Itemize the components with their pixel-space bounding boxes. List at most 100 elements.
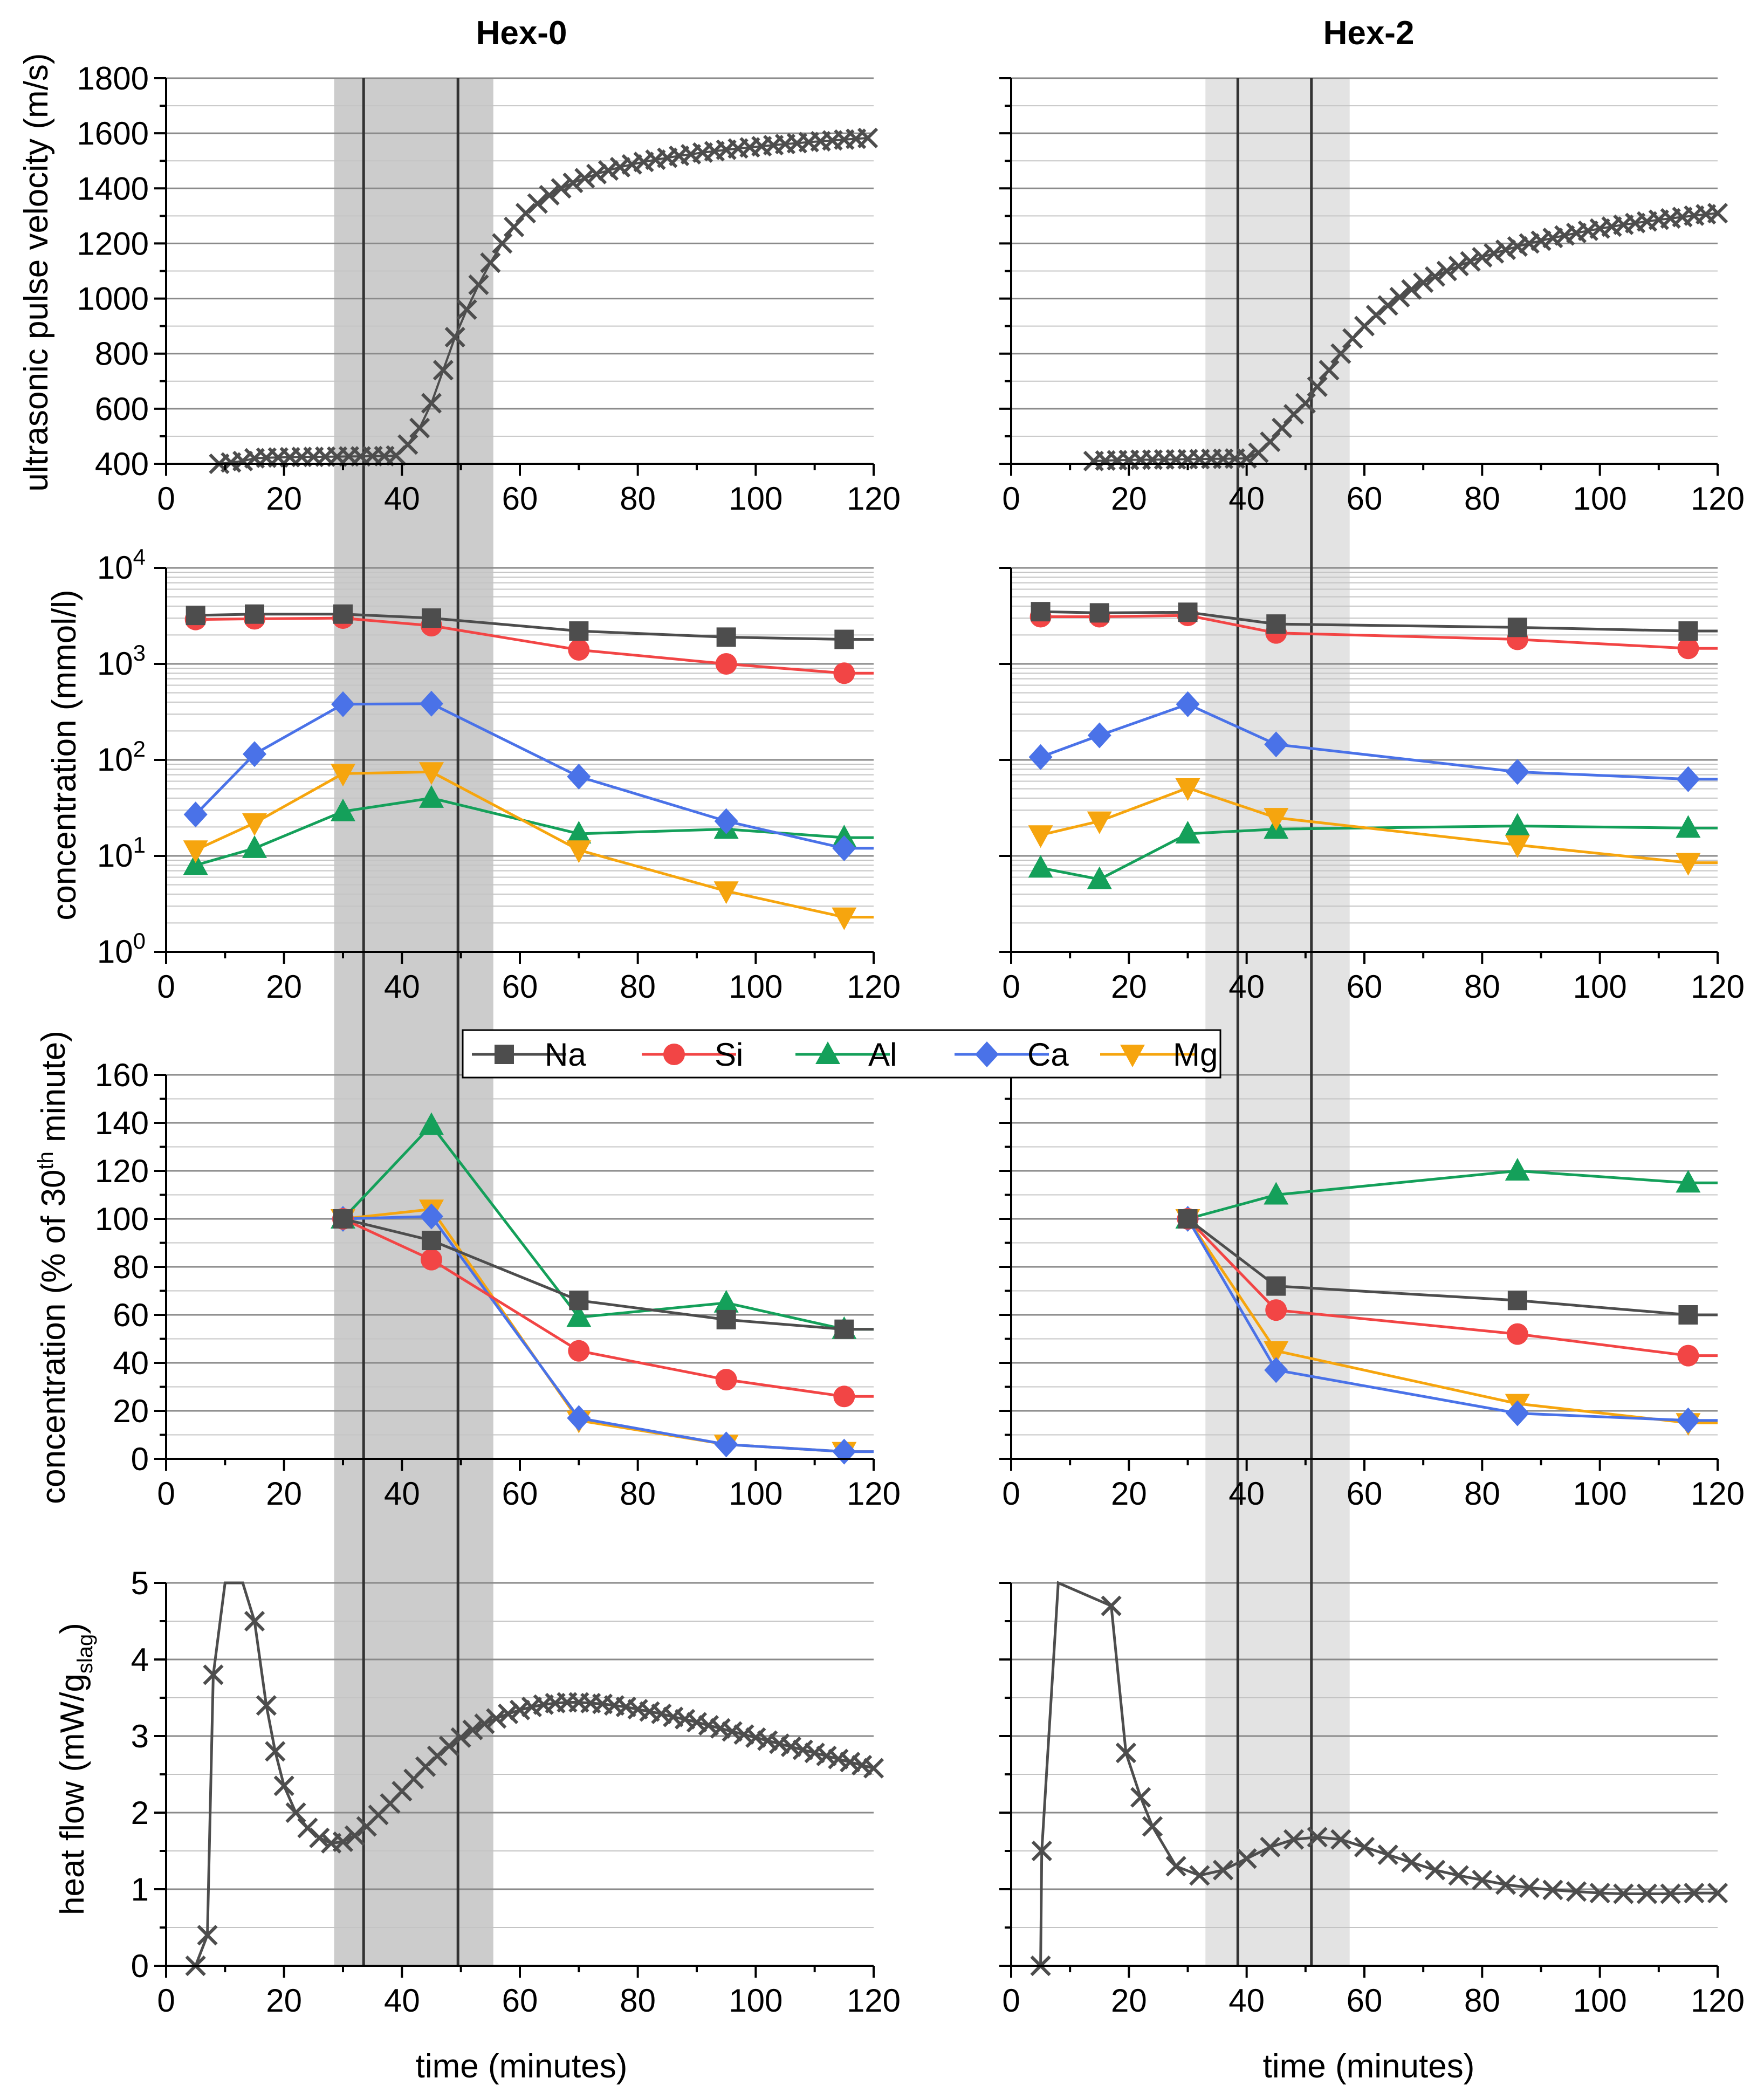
upv-point-stroke-b [1389,286,1410,308]
y-tick-label: 60 [113,1297,149,1333]
upv-point [409,417,430,438]
y-tick-base: 10 [97,838,133,874]
x-tick-label: 40 [384,969,420,1005]
heat-point-stroke-b [309,1827,330,1848]
heat-point [1519,1877,1540,1898]
conc-line-si [195,616,874,675]
legend-label-si: Si [715,1037,743,1073]
upv-point-stroke-b [397,434,418,455]
conc-point-al [1505,813,1530,836]
conc-line-mg [1040,786,1718,865]
heat-point [1377,1844,1398,1865]
heat-point-stroke-b [285,1802,306,1823]
upv-point-stroke-b [1319,360,1340,381]
x-tick-label: 40 [384,1476,420,1512]
conc-point-al [242,835,267,858]
heat-point [733,1724,754,1745]
upv-point [1319,360,1340,381]
heat-point-stroke-b [663,1706,684,1727]
heat-point-stroke-b [265,1741,286,1762]
x-tick-label: 100 [1573,1983,1627,2019]
pct-point-na [333,1209,353,1229]
heat-point [792,1739,813,1760]
y-tick-label: 140 [95,1105,149,1141]
heat-point [1472,1869,1493,1891]
x-tick-label: 20 [266,1476,302,1512]
heat-point [804,1743,825,1764]
heat-point-stroke-b [651,1703,672,1724]
pct-point-mg [1264,1341,1289,1364]
conc-point-ca [1176,691,1200,717]
heat-point [1707,1882,1728,1904]
x-tick-label: 20 [1111,1983,1147,2019]
heat-point-stroke-b [840,1752,861,1773]
conc-point-na [186,606,205,626]
heat-point-stroke-b [450,1727,471,1748]
pct-point-si [421,1249,442,1271]
conc-point-na [1678,621,1698,641]
conc-point-si [833,662,855,684]
conc-point-mg [1087,811,1112,834]
y-tick-label: 1 [131,1871,149,1908]
pct-point-ca [420,1203,443,1230]
pct-point-ca [1676,1407,1700,1433]
xlabel-hex2: time (minutes) [1263,2048,1475,2085]
heat-point-stroke-b [297,1817,318,1839]
conc-point-si [715,653,737,675]
conc-point-al [331,798,355,821]
upv-point [598,160,619,181]
y-tick-base: 10 [97,550,133,586]
x-tick-label: 40 [1228,481,1265,517]
y-tick-label: 0 [131,1948,149,1984]
upv-point [574,168,595,189]
pct-point-si [1677,1345,1699,1367]
ylabel-heat-end: ) [54,1623,91,1634]
ylabel-conc-log: concentration (mmol/l) [46,589,83,920]
x-tick-label: 20 [1111,481,1147,517]
upv-point [492,233,513,254]
upv-point [539,184,560,206]
conc-point-ca [420,690,443,717]
heat-point [698,1714,719,1736]
x-tick-label: 0 [157,1476,175,1512]
pct-point-si [1506,1323,1528,1345]
heat-point [244,1610,265,1632]
heat-point-stroke-b [828,1748,849,1769]
heat-point [1165,1856,1186,1877]
heat-point-stroke-b [757,1730,778,1751]
upv-point [421,393,442,414]
pct-point-si [715,1369,737,1391]
heat-point-stroke-b [1636,1883,1658,1904]
heat-point [498,1703,519,1724]
y-tick-label: 1200 [77,225,149,262]
x-tick-label: 60 [502,969,538,1005]
heat-point [1589,1882,1610,1904]
heat-point-stroke-b [1566,1881,1587,1902]
x-tick-label: 120 [847,969,901,1005]
heat-point-stroke-b [1189,1865,1210,1886]
heat-point-stroke-b [474,1713,495,1734]
heat-point-stroke-b [780,1736,802,1758]
pct-point-al [713,1290,739,1313]
upv-point [1495,239,1516,260]
pct-point-na [716,1309,736,1329]
upv-point-stroke-b [1424,266,1446,287]
x-tick-label: 80 [620,1983,656,2019]
conc-point-mg [1175,778,1200,801]
conc-point-ca [832,835,856,861]
upv-point-stroke-b [586,163,607,184]
heat-point [1189,1865,1210,1886]
ylabel-heat-sub: slag [73,1634,97,1673]
y-tick-label: 5 [131,1565,149,1601]
heat-point-stroke-b [745,1727,766,1748]
heat-point-stroke-b [1613,1883,1634,1904]
upv-point-stroke-b [1530,230,1552,251]
upv-point-stroke-b [421,393,442,414]
pct-point-na [569,1291,589,1311]
x-tick-label: 0 [157,481,175,517]
heat-point [840,1752,861,1773]
heat-point [203,1664,224,1685]
heat-point-stroke-b [768,1733,790,1754]
x-tick-label: 120 [847,1476,901,1512]
